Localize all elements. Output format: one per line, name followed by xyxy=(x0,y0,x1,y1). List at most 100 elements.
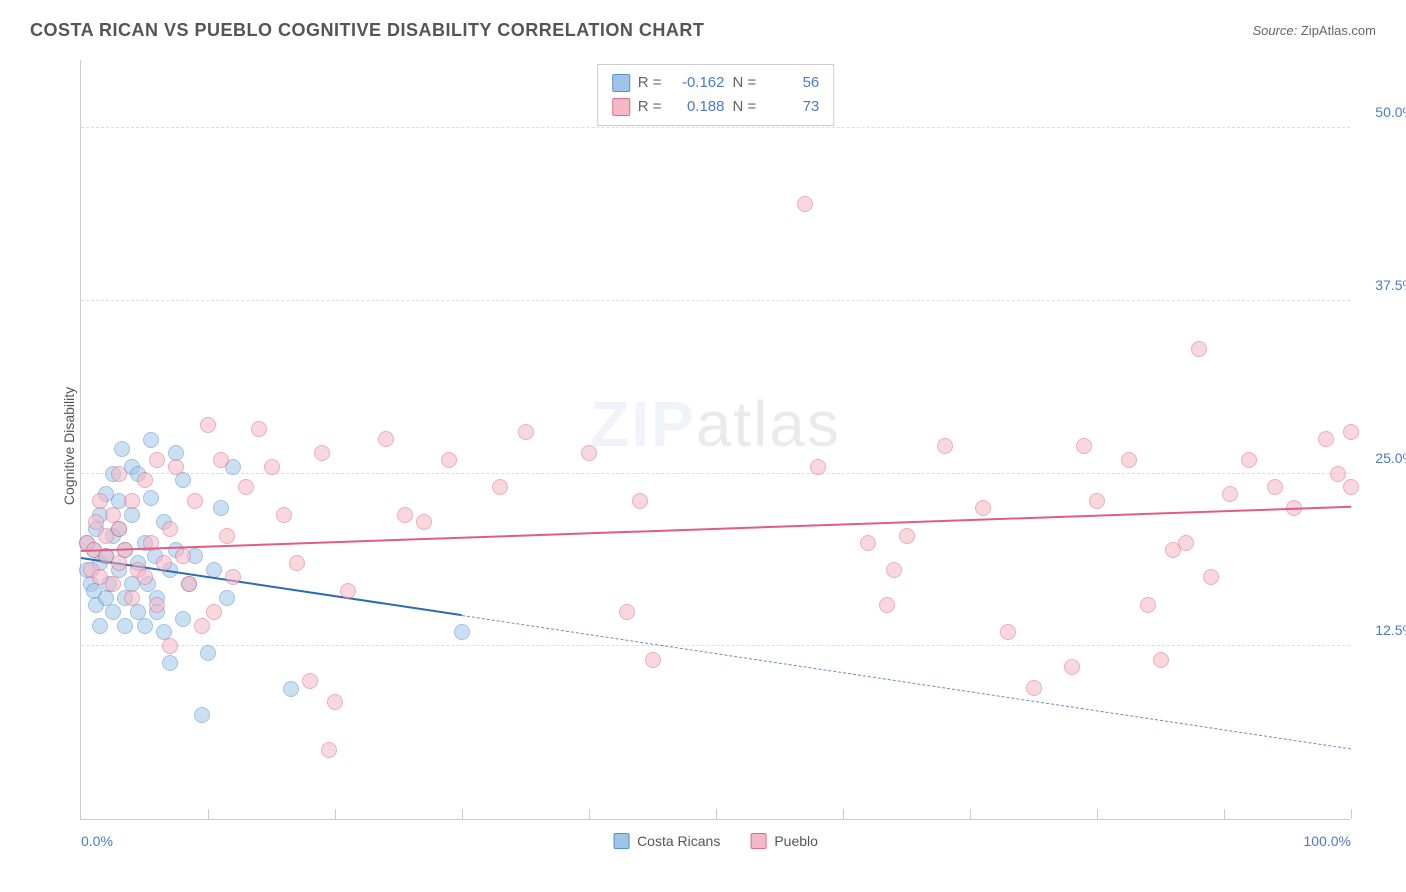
legend-R-label-1: R = xyxy=(638,95,662,119)
gridline-h xyxy=(81,645,1350,646)
scatter-point xyxy=(327,694,343,710)
scatter-point xyxy=(1318,431,1334,447)
scatter-point xyxy=(105,604,121,620)
x-tick-mark xyxy=(716,809,717,819)
x-tick-mark xyxy=(335,809,336,819)
scatter-point xyxy=(619,604,635,620)
scatter-point xyxy=(1026,680,1042,696)
scatter-point xyxy=(168,459,184,475)
scatter-point xyxy=(238,479,254,495)
scatter-point xyxy=(149,452,165,468)
legend-R-value-0: -0.162 xyxy=(670,71,725,95)
x-tick-mark xyxy=(843,809,844,819)
scatter-point xyxy=(899,528,915,544)
scatter-point xyxy=(213,500,229,516)
legend-bottom-item-0: Costa Ricans xyxy=(613,833,720,849)
scatter-point xyxy=(162,655,178,671)
scatter-point xyxy=(1241,452,1257,468)
legend-bottom-label-0: Costa Ricans xyxy=(637,833,720,849)
scatter-point xyxy=(314,445,330,461)
x-tick-mark xyxy=(1224,809,1225,819)
scatter-point xyxy=(975,500,991,516)
legend-N-label-0: N = xyxy=(733,71,757,95)
scatter-point xyxy=(111,466,127,482)
y-tick-label: 12.5% xyxy=(1375,622,1406,638)
scatter-point xyxy=(111,555,127,571)
scatter-point xyxy=(105,576,121,592)
scatter-point xyxy=(581,445,597,461)
scatter-point xyxy=(200,417,216,433)
scatter-point xyxy=(886,562,902,578)
legend-bottom-item-1: Pueblo xyxy=(750,833,818,849)
scatter-point xyxy=(321,742,337,758)
chart-title: COSTA RICAN VS PUEBLO COGNITIVE DISABILI… xyxy=(30,20,704,41)
scatter-point xyxy=(143,490,159,506)
scatter-point xyxy=(454,624,470,640)
watermark-atlas: atlas xyxy=(696,388,841,460)
x-tick-mark xyxy=(589,809,590,819)
scatter-point xyxy=(124,590,140,606)
scatter-point xyxy=(117,618,133,634)
legend-R-value-1: 0.188 xyxy=(670,95,725,119)
scatter-point xyxy=(156,555,172,571)
trend-line-dashed xyxy=(462,615,1351,749)
scatter-point xyxy=(114,441,130,457)
scatter-point xyxy=(225,569,241,585)
watermark-zip: ZIP xyxy=(590,388,696,460)
scatter-point xyxy=(88,514,104,530)
scatter-point xyxy=(162,521,178,537)
scatter-point xyxy=(175,611,191,627)
trend-line-solid xyxy=(81,506,1351,552)
scatter-point xyxy=(175,472,191,488)
legend-N-value-1: 73 xyxy=(764,95,819,119)
watermark: ZIPatlas xyxy=(590,387,841,461)
scatter-point xyxy=(92,493,108,509)
source-attribution: Source: ZipAtlas.com xyxy=(1252,23,1376,38)
scatter-point xyxy=(124,493,140,509)
scatter-point xyxy=(251,421,267,437)
scatter-point xyxy=(1000,624,1016,640)
source-value: ZipAtlas.com xyxy=(1301,23,1376,38)
scatter-point xyxy=(1089,493,1105,509)
scatter-point xyxy=(1178,535,1194,551)
scatter-point xyxy=(302,673,318,689)
legend-N-label-1: N = xyxy=(733,95,757,119)
scatter-point xyxy=(213,452,229,468)
scatter-point xyxy=(1064,659,1080,675)
scatter-point xyxy=(797,196,813,212)
scatter-point xyxy=(632,493,648,509)
legend-stats-row-1: R = 0.188 N = 73 xyxy=(612,95,820,119)
y-tick-label: 37.5% xyxy=(1375,277,1406,293)
scatter-point xyxy=(1222,486,1238,502)
scatter-point xyxy=(137,569,153,585)
scatter-point xyxy=(276,507,292,523)
scatter-point xyxy=(187,493,203,509)
scatter-point xyxy=(124,507,140,523)
scatter-point xyxy=(1330,466,1346,482)
scatter-point xyxy=(1121,452,1137,468)
y-tick-label: 50.0% xyxy=(1375,104,1406,120)
scatter-point xyxy=(219,590,235,606)
gridline-h xyxy=(81,127,1350,128)
x-tick-mark xyxy=(208,809,209,819)
legend-R-label-0: R = xyxy=(638,71,662,95)
x-tick-label: 0.0% xyxy=(81,833,113,849)
legend-bottom-swatch-0 xyxy=(613,833,629,849)
scatter-point xyxy=(340,583,356,599)
scatter-point xyxy=(111,521,127,537)
scatter-point xyxy=(194,707,210,723)
scatter-point xyxy=(1267,479,1283,495)
scatter-point xyxy=(645,652,661,668)
legend-swatch-1 xyxy=(612,98,630,116)
scatter-point xyxy=(206,604,222,620)
scatter-point xyxy=(810,459,826,475)
legend-stats-row-0: R = -0.162 N = 56 xyxy=(612,71,820,95)
legend-bottom-label-1: Pueblo xyxy=(774,833,818,849)
scatter-point xyxy=(441,452,457,468)
scatter-point xyxy=(264,459,280,475)
scatter-point xyxy=(283,681,299,697)
scatter-point xyxy=(143,432,159,448)
plot-area: ZIPatlas R = -0.162 N = 56 R = 0.188 N =… xyxy=(80,60,1350,820)
x-tick-mark xyxy=(970,809,971,819)
scatter-point xyxy=(149,597,165,613)
